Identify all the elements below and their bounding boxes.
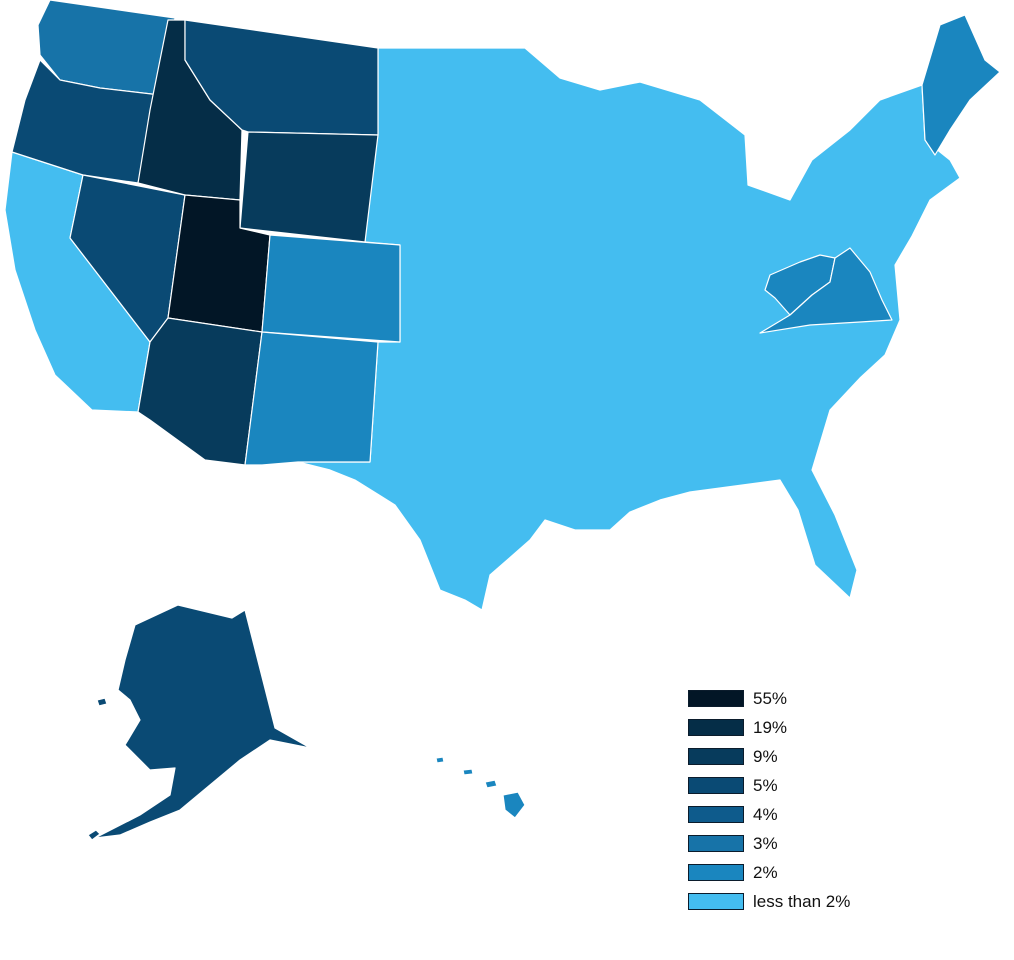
region-alaska	[94, 604, 331, 839]
legend-swatch	[688, 806, 744, 823]
legend-label: 9%	[753, 746, 778, 766]
legend-item: 4%	[688, 800, 850, 829]
legend-label: 19%	[753, 717, 788, 737]
region-virginia	[759, 247, 893, 334]
legend-swatch	[688, 719, 744, 736]
legend-item: 9%	[688, 742, 850, 771]
region-arizona	[137, 317, 263, 466]
region-other-states	[297, 47, 961, 611]
legend: 55% 19% 9% 5% 4% 3% 2% less than 2%	[688, 684, 850, 916]
legend-swatch	[688, 893, 744, 910]
legend-item: 3%	[688, 829, 850, 858]
region-wyoming	[239, 131, 379, 243]
region-maine	[921, 14, 1001, 156]
legend-label: 4%	[753, 804, 778, 824]
legend-item: 5%	[688, 771, 850, 800]
legend-item: 55%	[688, 684, 850, 713]
legend-label: 3%	[753, 833, 778, 853]
legend-swatch	[688, 835, 744, 852]
region-hawaii	[435, 756, 526, 819]
region-montana	[184, 19, 379, 136]
legend-label: 2%	[753, 862, 778, 882]
legend-swatch	[688, 864, 744, 881]
region-new-mexico	[244, 331, 379, 466]
region-alaska-islands	[87, 697, 108, 841]
legend-swatch	[688, 748, 744, 765]
legend-label: 5%	[753, 775, 778, 795]
legend-item: 19%	[688, 713, 850, 742]
legend-item: less than 2%	[688, 887, 850, 916]
region-colorado	[261, 234, 401, 343]
legend-label: less than 2%	[753, 891, 851, 911]
legend-swatch	[688, 690, 744, 707]
legend-item: 2%	[688, 858, 850, 887]
legend-swatch	[688, 777, 744, 794]
legend-label: 55%	[753, 688, 788, 708]
